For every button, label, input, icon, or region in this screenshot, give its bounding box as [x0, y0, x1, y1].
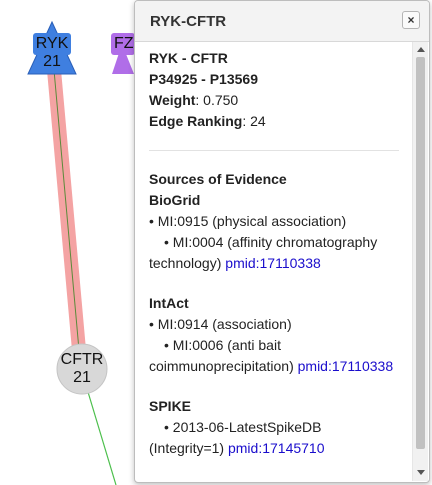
node-fz-name: FZ — [114, 35, 134, 52]
interaction-pair: RYK - CFTR — [149, 50, 228, 66]
source-spike-title: SPIKE — [149, 398, 192, 414]
divider — [149, 150, 399, 151]
weight-label: Weight — [149, 92, 196, 108]
source-spike-item-1: • 2013-06-LatestSpikeDB — [164, 419, 322, 435]
node-fz-shape — [112, 44, 134, 74]
weight-value: : 0.750 — [195, 92, 239, 108]
edge-ryk-cftr-core — [53, 69, 80, 351]
node-fz[interactable]: FZ — [111, 33, 135, 74]
source-intact-item-2: • MI:0006 (anti bait — [164, 337, 281, 353]
source-spike-pmid-link[interactable]: pmid:17145710 — [227, 440, 325, 456]
source-biogrid-item-2-cont: technology) pmid:17110338 — [149, 253, 399, 274]
node-fz-box — [111, 33, 135, 55]
source-intact-item-2-tail: coimmunoprecipitation) — [149, 358, 294, 374]
scroll-thumb[interactable] — [416, 57, 425, 449]
spacer — [149, 274, 399, 293]
source-intact-title: IntAct — [149, 295, 189, 311]
edge-info-popup: RYK-CFTR × RYK - CFTR P34925 - P13569 We… — [134, 0, 430, 483]
node-cftr-name: CFTR — [61, 351, 104, 368]
edge-cftr-offscreen[interactable] — [87, 391, 117, 485]
close-icon: × — [407, 13, 415, 27]
popup-scrollbar[interactable] — [412, 42, 428, 481]
source-spike-item-1-tail: (Integrity=1) — [149, 440, 225, 456]
popup-content[interactable]: RYK - CFTR P34925 - P13569 Weight: 0.750… — [135, 42, 413, 482]
weight-row: Weight: 0.750 — [149, 90, 399, 111]
source-biogrid-item-2: • MI:0004 (affinity chromatography — [164, 234, 378, 250]
source-intact-item-1: • MI:0914 (association) — [149, 316, 292, 332]
ranking-row: Edge Ranking: 24 — [149, 111, 399, 132]
source-intact-pmid-link[interactable]: pmid:17110338 — [297, 358, 394, 374]
source-spike-item-1-cont: (Integrity=1) pmid:17145710 — [149, 438, 399, 459]
accession-pair: P34925 - P13569 — [149, 71, 258, 87]
node-ryk[interactable]: RYK 21 — [27, 20, 77, 75]
scroll-down-icon[interactable] — [417, 470, 425, 475]
ranking-value: : 24 — [242, 113, 266, 129]
node-ryk-value: 21 — [43, 53, 61, 70]
node-cftr[interactable]: CFTR 21 — [56, 343, 108, 395]
source-biogrid-title: BioGrid — [149, 192, 201, 208]
node-ryk-box — [33, 33, 71, 55]
source-biogrid-item-1: • MI:0915 (physical association) — [149, 213, 347, 229]
ranking-label: Edge Ranking — [149, 113, 243, 129]
node-cftr-value: 21 — [73, 369, 91, 386]
popup-header: RYK-CFTR × — [135, 1, 429, 42]
node-cftr-shape — [56, 343, 108, 395]
source-intact-item-2-cont: coimmunoprecipitation) pmid:17110338 — [149, 356, 399, 377]
close-button[interactable]: × — [402, 11, 420, 29]
source-biogrid-item-2-tail: technology) — [149, 255, 222, 271]
source-biogrid-pmid-link[interactable]: pmid:17110338 — [225, 255, 321, 271]
popup-title: RYK-CFTR — [150, 13, 227, 30]
node-ryk-name: RYK — [36, 35, 69, 52]
evidence-heading: Sources of Evidence — [149, 171, 287, 187]
spacer — [149, 377, 399, 396]
scroll-up-icon[interactable] — [417, 47, 425, 52]
